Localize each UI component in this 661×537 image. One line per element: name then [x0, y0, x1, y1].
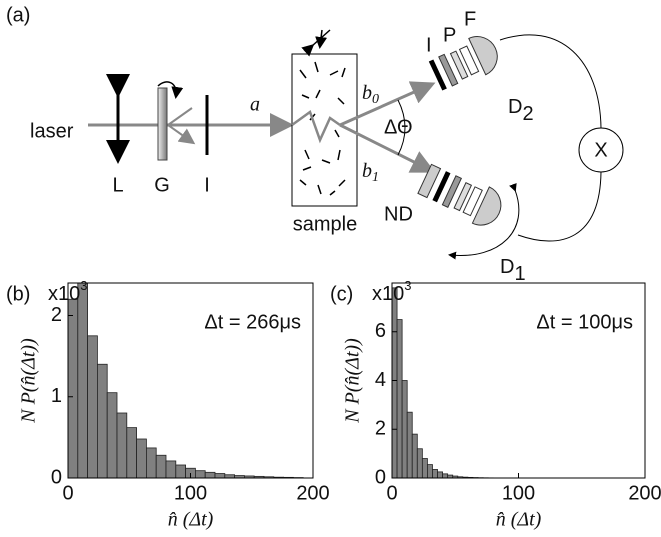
bar	[437, 471, 444, 479]
bar	[396, 319, 403, 479]
lens-label: L	[112, 174, 123, 196]
bar	[442, 473, 449, 479]
bar	[97, 363, 108, 479]
y-axis-label: N P(n̂(Δt))	[342, 338, 364, 424]
angle-arc	[397, 99, 406, 156]
x-tick-label: 200	[628, 482, 661, 504]
b1-base: b	[362, 160, 372, 182]
bar	[204, 471, 216, 479]
x-axis-label: n̂ (Δt)	[496, 509, 542, 531]
y-tick-label: 2	[375, 418, 386, 440]
sample-label: sample	[293, 213, 357, 235]
bar	[416, 448, 423, 479]
bar	[427, 464, 433, 479]
bar	[155, 454, 167, 479]
y-tick-label: 4	[375, 369, 386, 391]
lower-detector	[417, 163, 502, 226]
beam-b0	[339, 81, 436, 127]
bar	[67, 298, 79, 479]
b0-sub: 0	[372, 92, 379, 107]
d2-base: D	[508, 96, 522, 118]
setup-diagram: (a) laser L G I a sample b0 b1 ΔΘ I P F …	[6, 4, 624, 285]
upper-detector	[428, 36, 498, 91]
bar	[136, 438, 147, 479]
grating	[157, 87, 168, 161]
b1-sub: 1	[372, 170, 379, 185]
y-tick-label: 2	[51, 304, 62, 326]
b0-base: b	[362, 82, 372, 104]
b1-label: b1	[362, 160, 379, 186]
bar	[406, 411, 413, 479]
filter-label: F	[464, 8, 476, 30]
x-tick-label: 100	[502, 482, 535, 504]
multiplier-base: x10	[372, 283, 404, 305]
bar	[411, 433, 418, 479]
bar	[77, 282, 89, 479]
bar	[194, 470, 206, 479]
bar	[106, 392, 118, 479]
scattered-path	[291, 110, 341, 144]
d1-label: D1	[500, 256, 526, 285]
rotation-path	[448, 182, 520, 260]
bar	[165, 460, 177, 479]
bar	[116, 412, 128, 479]
multiplier-exp: 3	[80, 278, 87, 293]
y-tick-label: 1	[51, 385, 62, 407]
x-tick-label: 200	[296, 482, 329, 504]
motion-arrows	[312, 29, 330, 46]
bar	[401, 380, 408, 479]
multiplier-base: x10	[48, 283, 80, 305]
nd-label: ND	[384, 203, 413, 225]
d1-base: D	[500, 256, 514, 278]
x-axis-label: n̂ (Δt)	[168, 509, 214, 531]
iris0-label: I	[426, 34, 432, 56]
grating-label: G	[154, 174, 170, 196]
y-axis-label: N P(n̂(Δt))	[18, 338, 40, 424]
multiplier-exp: 3	[404, 278, 411, 293]
d1-sub: 1	[514, 263, 525, 285]
panel-label: (c)	[330, 283, 353, 305]
panel-label: (b)	[6, 283, 30, 305]
bar	[175, 464, 187, 479]
x-tick-label: 0	[386, 482, 397, 504]
bar	[391, 287, 398, 479]
x-tick-label: 100	[174, 482, 207, 504]
panel-label: (a)	[6, 4, 30, 26]
laser-label: laser	[30, 120, 74, 142]
beam-b1	[339, 123, 436, 173]
bar	[126, 427, 138, 479]
axis-multiplier: x103	[372, 278, 411, 305]
bar	[421, 458, 428, 479]
diffracted-beams	[167, 107, 192, 142]
cables	[499, 34, 602, 242]
d2-label: D2	[508, 96, 534, 125]
polarizer-label: P	[443, 24, 456, 46]
axis-multiplier: x103	[48, 278, 87, 305]
sample	[291, 53, 358, 207]
beam-label: a	[250, 94, 260, 116]
bar	[87, 335, 98, 479]
annotation: Δt = 100μs	[536, 311, 633, 333]
correlator-label: X	[594, 139, 607, 161]
bar	[214, 473, 226, 479]
y-tick-label: 0	[51, 466, 62, 488]
x-tick-label: 0	[62, 482, 73, 504]
d2-sub: 2	[522, 103, 533, 125]
b0-label: b0	[362, 82, 379, 108]
bar	[145, 447, 157, 479]
y-tick-label: 0	[375, 466, 386, 488]
y-tick-label: 6	[375, 320, 386, 342]
bar	[432, 469, 438, 479]
angle-label: ΔΘ	[384, 116, 413, 138]
annotation: Δt = 266μs	[204, 311, 301, 333]
iris-label: I	[204, 174, 210, 196]
rotation-arrow	[157, 81, 184, 99]
